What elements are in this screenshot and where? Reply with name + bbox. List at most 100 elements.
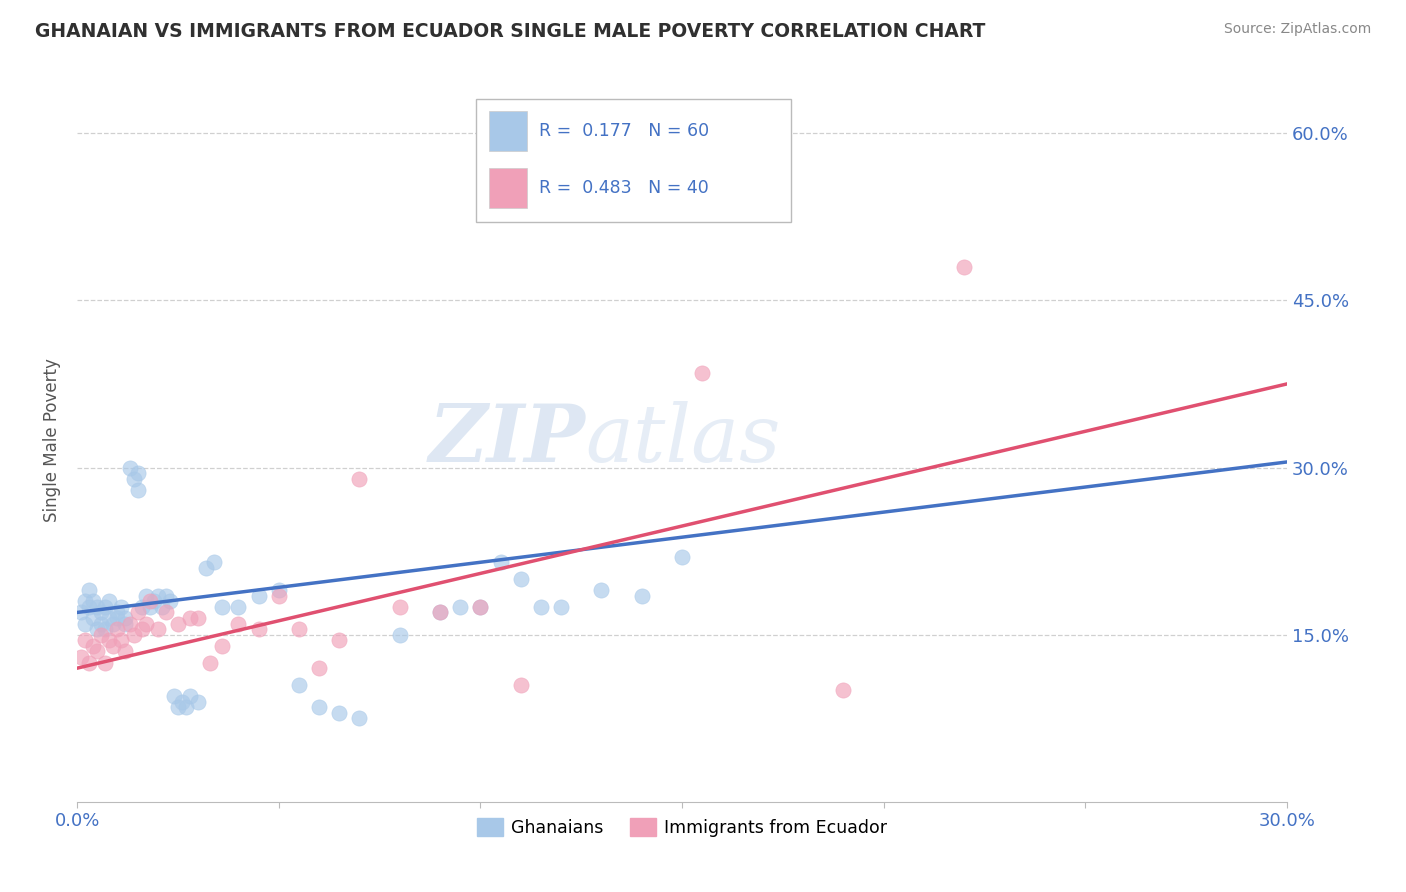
Point: [98, 594, 121, 608]
Point: [429, 606, 451, 620]
Point: [155, 606, 177, 620]
Point: [267, 589, 290, 603]
Point: [110, 633, 132, 648]
Point: [211, 599, 233, 614]
Point: [131, 599, 153, 614]
Point: [247, 622, 270, 636]
Point: [75, 594, 97, 608]
Text: atlas: atlas: [585, 401, 780, 478]
Point: [288, 678, 311, 692]
Point: [98, 611, 121, 625]
Point: [155, 589, 177, 603]
Point: [114, 616, 136, 631]
Y-axis label: Single Male Poverty: Single Male Poverty: [44, 358, 60, 522]
Point: [138, 594, 160, 608]
Point: [86, 599, 108, 614]
Point: [167, 616, 190, 631]
Point: [103, 639, 125, 653]
Point: [211, 639, 233, 653]
Point: [94, 599, 117, 614]
Point: [388, 628, 411, 642]
Point: [70, 650, 93, 665]
Point: [509, 678, 531, 692]
Point: [135, 616, 157, 631]
Point: [953, 260, 976, 274]
Point: [550, 599, 572, 614]
Point: [122, 628, 145, 642]
Point: [202, 555, 225, 569]
Point: [98, 633, 121, 648]
Point: [90, 616, 112, 631]
Point: [146, 622, 169, 636]
Point: [75, 633, 97, 648]
Point: [135, 589, 157, 603]
Point: [690, 366, 713, 380]
Point: [150, 599, 173, 614]
Point: [195, 561, 218, 575]
Point: [179, 689, 201, 703]
Point: [90, 606, 112, 620]
Point: [70, 606, 93, 620]
Text: ZIP: ZIP: [429, 401, 585, 478]
Point: [75, 616, 97, 631]
Point: [328, 706, 350, 720]
Point: [107, 622, 129, 636]
Point: [159, 594, 181, 608]
Point: [308, 700, 330, 714]
Point: [288, 622, 311, 636]
Point: [127, 466, 149, 480]
Point: [328, 633, 350, 648]
Legend: Ghanaians, Immigrants from Ecuador: Ghanaians, Immigrants from Ecuador: [470, 812, 894, 844]
Point: [86, 644, 108, 658]
Point: [167, 700, 190, 714]
Point: [122, 472, 145, 486]
Point: [163, 689, 186, 703]
Point: [228, 616, 250, 631]
Point: [308, 661, 330, 675]
Point: [94, 622, 117, 636]
Point: [267, 583, 290, 598]
Point: [146, 589, 169, 603]
Point: [103, 616, 125, 631]
Point: [349, 711, 371, 725]
Point: [94, 656, 117, 670]
Point: [247, 589, 270, 603]
Point: [509, 572, 531, 586]
Point: [179, 611, 201, 625]
Point: [90, 628, 112, 642]
Text: GHANAIAN VS IMMIGRANTS FROM ECUADOR SINGLE MALE POVERTY CORRELATION CHART: GHANAIAN VS IMMIGRANTS FROM ECUADOR SING…: [35, 22, 986, 41]
Point: [832, 683, 855, 698]
Point: [127, 483, 149, 497]
Point: [470, 599, 492, 614]
Point: [82, 611, 104, 625]
Text: Source: ZipAtlas.com: Source: ZipAtlas.com: [1223, 22, 1371, 37]
Point: [77, 583, 100, 598]
Point: [118, 616, 141, 631]
Point: [82, 594, 104, 608]
Point: [349, 472, 371, 486]
Point: [174, 700, 197, 714]
Point: [107, 606, 129, 620]
Point: [110, 599, 132, 614]
Point: [671, 549, 693, 564]
Point: [429, 606, 451, 620]
Point: [198, 656, 221, 670]
Point: [187, 695, 209, 709]
Point: [82, 639, 104, 653]
Point: [228, 599, 250, 614]
Point: [470, 599, 492, 614]
Point: [77, 656, 100, 670]
Point: [388, 599, 411, 614]
Point: [118, 460, 141, 475]
Point: [170, 695, 193, 709]
Point: [489, 555, 512, 569]
Point: [131, 622, 153, 636]
Point: [114, 644, 136, 658]
Point: [449, 599, 471, 614]
Point: [138, 599, 160, 614]
Point: [86, 622, 108, 636]
Point: [591, 193, 613, 207]
Point: [107, 611, 129, 625]
Point: [77, 599, 100, 614]
Point: [187, 611, 209, 625]
